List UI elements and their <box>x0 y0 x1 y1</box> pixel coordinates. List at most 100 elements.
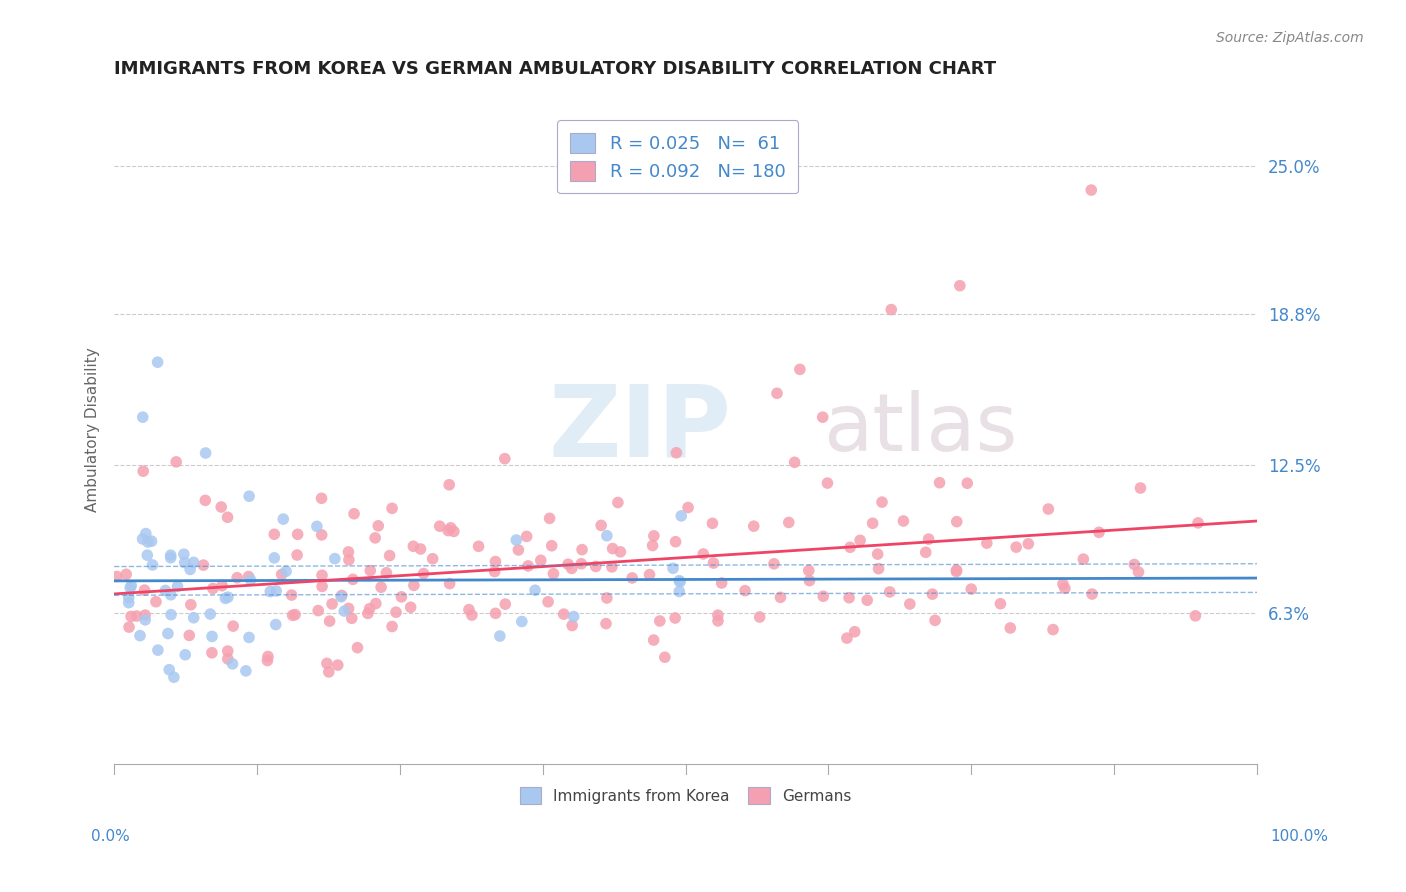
Point <box>1080 183 1102 197</box>
Point <box>165 455 187 469</box>
Point <box>136 535 159 549</box>
Point <box>367 518 389 533</box>
Point <box>602 541 624 556</box>
Point <box>557 558 579 572</box>
Text: atlas: atlas <box>823 390 1017 468</box>
Point <box>221 657 243 671</box>
Point <box>880 302 903 317</box>
Point <box>443 524 465 539</box>
Point <box>285 548 308 562</box>
Point <box>239 573 262 587</box>
Point <box>893 514 915 528</box>
Point <box>391 590 413 604</box>
Point <box>226 571 249 585</box>
Point <box>510 615 533 629</box>
Point <box>664 534 686 549</box>
Point <box>949 278 972 293</box>
Point <box>671 508 693 523</box>
Point <box>917 532 939 546</box>
Point <box>118 591 141 605</box>
Point <box>571 542 593 557</box>
Point <box>156 626 179 640</box>
Point <box>214 591 236 606</box>
Point <box>179 562 201 576</box>
Point <box>307 604 329 618</box>
Point <box>238 569 260 583</box>
Point <box>839 541 862 555</box>
Point <box>1129 481 1152 495</box>
Point <box>643 633 665 648</box>
Point <box>870 495 893 509</box>
Point <box>669 574 692 589</box>
Point <box>665 446 688 460</box>
Point <box>585 559 607 574</box>
Point <box>238 631 260 645</box>
Point <box>201 582 224 596</box>
Point <box>862 516 884 531</box>
Point <box>402 539 425 553</box>
Point <box>945 563 967 577</box>
Point <box>600 560 623 574</box>
Point <box>540 539 562 553</box>
Point <box>1184 608 1206 623</box>
Point <box>281 608 304 623</box>
Point <box>194 493 217 508</box>
Point <box>494 597 516 611</box>
Point <box>120 578 142 592</box>
Point <box>211 579 233 593</box>
Point <box>235 664 257 678</box>
Point <box>467 539 489 553</box>
Point <box>330 590 353 604</box>
Point <box>222 619 245 633</box>
Point <box>641 539 664 553</box>
Point <box>591 518 613 533</box>
Point <box>141 534 163 549</box>
Point <box>340 611 363 625</box>
Point <box>742 519 765 533</box>
Point <box>201 646 224 660</box>
Point <box>817 476 839 491</box>
Point <box>118 620 141 634</box>
Point <box>337 601 360 615</box>
Point <box>263 527 285 541</box>
Point <box>609 545 631 559</box>
Point <box>370 580 392 594</box>
Point <box>359 564 381 578</box>
Point <box>458 602 481 616</box>
Point <box>257 649 280 664</box>
Point <box>284 607 307 622</box>
Point <box>378 549 401 563</box>
Point <box>530 553 553 567</box>
Text: 100.0%: 100.0% <box>1271 830 1329 844</box>
Point <box>311 528 333 542</box>
Point <box>748 610 770 624</box>
Point <box>145 595 167 609</box>
Point <box>516 529 538 543</box>
Point <box>364 597 387 611</box>
Point <box>707 614 730 628</box>
Point <box>835 631 858 645</box>
Point <box>120 609 142 624</box>
Point <box>668 584 690 599</box>
Point <box>1088 525 1111 540</box>
Point <box>318 665 340 679</box>
Point <box>364 531 387 545</box>
Point <box>125 609 148 624</box>
Point <box>879 585 901 599</box>
Point <box>707 608 730 623</box>
Point <box>1052 577 1074 591</box>
Point <box>914 545 936 559</box>
Point <box>543 566 565 581</box>
Point <box>702 516 724 531</box>
Point <box>537 595 560 609</box>
Point <box>131 532 153 546</box>
Point <box>524 583 547 598</box>
Point <box>134 583 156 598</box>
Point <box>945 565 967 579</box>
Point <box>439 576 461 591</box>
Point <box>990 597 1012 611</box>
Point <box>180 598 202 612</box>
Point <box>337 553 360 567</box>
Point <box>163 670 186 684</box>
Point <box>799 574 821 588</box>
